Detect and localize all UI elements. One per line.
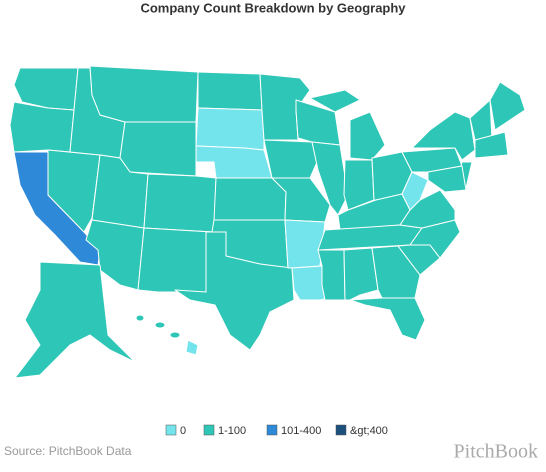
legend-swatch: [335, 424, 347, 436]
state: [349, 297, 426, 341]
state: [174, 231, 295, 351]
legend-label: 0: [180, 425, 186, 437]
legend-label: 101-400: [281, 425, 321, 437]
state: [135, 314, 145, 322]
chart-title: Company Count Breakdown by Geography: [140, 0, 406, 15]
state: [143, 173, 217, 233]
state: [401, 171, 429, 211]
legend-swatch: [266, 424, 278, 436]
state: [197, 71, 263, 111]
legend-label: 1-100: [218, 425, 246, 437]
state: [14, 261, 136, 379]
state: [213, 177, 287, 221]
state: [411, 111, 476, 161]
source-note: Source: PitchBook Data: [4, 444, 132, 458]
state: [137, 227, 213, 293]
state: [474, 131, 509, 159]
legend-swatch: [203, 424, 215, 436]
state: [349, 111, 386, 161]
legend-swatch: [165, 424, 177, 436]
state: [284, 219, 326, 269]
state: [195, 145, 273, 179]
state: [169, 331, 181, 339]
logo: PitchBook: [454, 441, 538, 463]
state: [263, 139, 319, 179]
state: [9, 101, 75, 153]
state: [309, 89, 361, 113]
state: [489, 81, 526, 131]
state: [119, 121, 197, 177]
us-map: [9, 65, 526, 379]
state: [154, 321, 166, 329]
state: [89, 65, 199, 123]
state: [185, 339, 199, 356]
state: [195, 107, 265, 151]
state: [469, 99, 493, 141]
legend-label: &gt;400: [350, 425, 388, 437]
legend: 0 1-100 101-400 &gt;400: [165, 424, 388, 437]
state: [427, 165, 467, 193]
